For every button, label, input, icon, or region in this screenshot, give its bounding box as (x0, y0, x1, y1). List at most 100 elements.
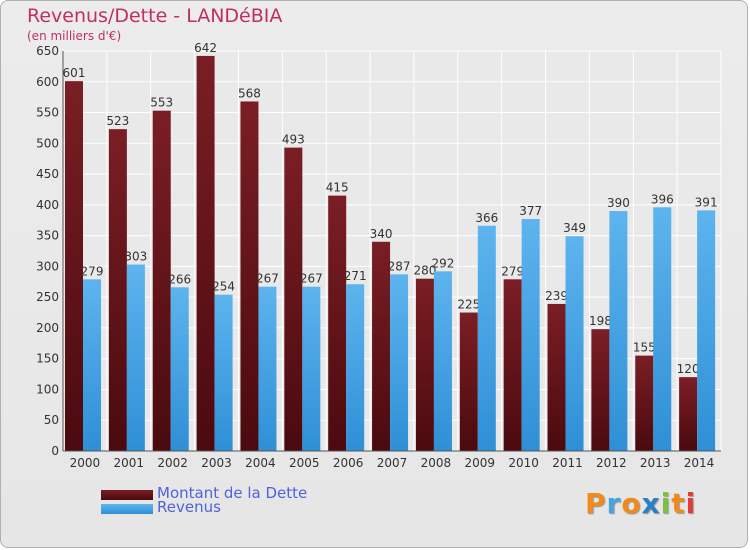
x-tick-label: 2000 (70, 456, 101, 470)
logo-letter: i (685, 487, 697, 520)
value-label-revenue: 266 (168, 272, 191, 286)
bars: 601 279 523 303 553 266 642 254 568 267 493 267 415 2… (63, 41, 718, 452)
bar-revenue (170, 287, 189, 451)
logo-letter: r (606, 487, 622, 520)
value-label-debt: 553 (150, 96, 173, 110)
y-tick-label: 300 (36, 259, 59, 273)
x-tick-label: 2010 (508, 456, 539, 470)
bar-debt (108, 129, 127, 451)
y-tick-label: 150 (36, 352, 59, 366)
bar-revenue (697, 210, 716, 451)
bar-revenue (258, 286, 277, 451)
bar-debt (65, 81, 83, 452)
value-label-debt: 493 (282, 133, 305, 147)
bar-revenue (302, 286, 321, 451)
bar-revenue (565, 236, 584, 451)
value-label-revenue: 366 (475, 211, 498, 225)
y-tick-label: 350 (36, 229, 59, 243)
value-label-revenue: 303 (124, 250, 147, 264)
bar-revenue (653, 207, 672, 451)
value-label-revenue: 267 (300, 272, 323, 286)
x-tick-label: 2003 (201, 456, 232, 470)
x-tick-label: 2005 (289, 456, 320, 470)
legend-swatch-revenue (101, 504, 153, 514)
value-label-revenue: 254 (212, 280, 235, 294)
bar-debt (284, 147, 303, 451)
y-tick-label: 600 (36, 75, 59, 89)
value-label-debt: 415 (326, 181, 349, 195)
chart-subtitle: (en milliers d'€) (27, 29, 122, 43)
value-label-debt: 642 (194, 41, 217, 55)
y-tick-label: 0 (51, 444, 59, 458)
bar-debt (635, 355, 654, 451)
bar-debt (591, 329, 610, 451)
x-tick-label: 2006 (333, 456, 364, 470)
logo-letter: i (660, 487, 672, 520)
value-label-debt: 280 (413, 264, 436, 278)
x-tick-label: 2014 (684, 456, 715, 470)
bar-debt (152, 110, 171, 451)
value-label-debt: 568 (238, 86, 261, 100)
y-tick-label: 50 (44, 413, 59, 427)
legend-swatch-debt (101, 490, 153, 500)
bar-debt (679, 377, 698, 451)
x-tick-label: 2012 (596, 456, 627, 470)
value-label-revenue: 349 (563, 221, 586, 235)
x-tick-label: 2001 (114, 456, 145, 470)
value-label-debt: 523 (106, 114, 129, 128)
value-label-revenue: 271 (344, 269, 367, 283)
chart-title: Revenus/Dette - LANDéBIA (27, 5, 283, 27)
value-label-debt: 120 (677, 362, 700, 376)
y-tick-label: 250 (36, 290, 59, 304)
proxiti-logo: Proxiti (585, 487, 696, 520)
value-label-debt: 279 (501, 264, 524, 278)
x-tick-label: 2007 (377, 456, 408, 470)
x-tick-label: 2009 (464, 456, 495, 470)
value-label-revenue: 377 (519, 204, 542, 218)
value-label-debt: 198 (589, 314, 612, 328)
logo-letter: P (585, 487, 607, 520)
bar-revenue (477, 225, 496, 451)
y-tick-label: 500 (36, 136, 59, 150)
y-tick-label: 450 (36, 167, 59, 181)
value-label-debt: 225 (457, 298, 480, 312)
x-tick-label: 2008 (421, 456, 452, 470)
legend-label-debt: Montant de la Dette (157, 484, 308, 502)
x-tick-label: 2013 (640, 456, 671, 470)
value-label-revenue: 396 (651, 192, 674, 206)
bar-revenue (83, 279, 101, 451)
value-label-revenue: 292 (431, 256, 454, 270)
bar-debt (328, 195, 347, 451)
value-label-debt: 601 (63, 66, 86, 80)
bar-revenue (433, 271, 452, 451)
bar-revenue (126, 264, 145, 451)
legend-label-revenue: Revenus (157, 498, 221, 516)
bar-revenue (390, 274, 409, 451)
bar-debt (547, 303, 566, 451)
y-tick-label: 650 (36, 44, 59, 58)
bar-revenue (346, 284, 365, 451)
logo-letter: x (641, 487, 661, 520)
value-label-revenue: 267 (256, 272, 279, 286)
logo-letter: o (621, 487, 642, 520)
y-tick-label: 550 (36, 106, 59, 120)
bar-revenue (521, 219, 540, 451)
y-tick-label: 400 (36, 198, 59, 212)
bar-chart: 601 279 523 303 553 266 642 254 568 267 493 267 415 2… (36, 41, 722, 470)
y-tick-label: 100 (36, 382, 59, 396)
x-tick-label: 2004 (245, 456, 276, 470)
logo-letter: t (671, 487, 686, 520)
bar-debt (196, 55, 215, 452)
bar-debt (372, 241, 391, 451)
y-tick-label: 200 (36, 321, 59, 335)
x-tick-label: 2011 (552, 456, 583, 470)
value-label-debt: 340 (370, 227, 393, 241)
bar-revenue (214, 294, 233, 451)
value-label-revenue: 390 (607, 196, 630, 210)
bar-revenue (609, 211, 628, 451)
bar-debt (459, 312, 478, 451)
value-label-debt: 155 (633, 341, 656, 355)
bar-debt (415, 278, 434, 451)
value-label-revenue: 287 (388, 259, 411, 273)
